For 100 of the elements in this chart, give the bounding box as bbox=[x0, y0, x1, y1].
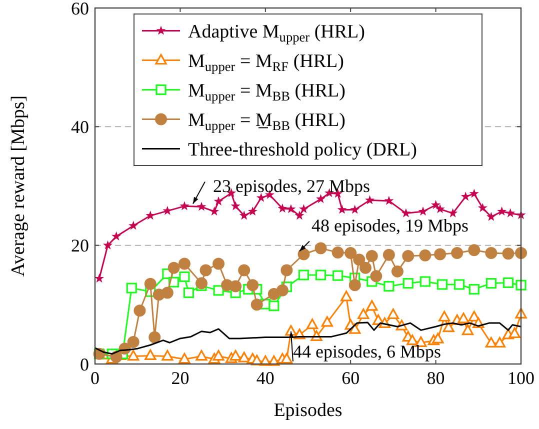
point bbox=[454, 279, 465, 290]
annotation: 23 episodes, 27 Mbps bbox=[212, 176, 370, 196]
point bbox=[344, 247, 357, 260]
point bbox=[348, 279, 361, 292]
point bbox=[278, 204, 288, 213]
point bbox=[448, 208, 458, 218]
point bbox=[451, 247, 464, 260]
point bbox=[332, 246, 344, 258]
point bbox=[268, 300, 280, 312]
point bbox=[306, 318, 318, 330]
point bbox=[515, 247, 527, 260]
point bbox=[298, 204, 308, 214]
legend-label: Three-threshold policy (DRL) bbox=[188, 139, 417, 160]
annotation: 48 episodes, 19 Mbps bbox=[311, 216, 468, 236]
point bbox=[250, 298, 263, 311]
y-tick-label: 60 bbox=[71, 0, 89, 18]
point bbox=[280, 264, 293, 276]
point bbox=[419, 249, 432, 262]
point bbox=[384, 196, 394, 205]
point bbox=[161, 286, 174, 299]
point bbox=[486, 212, 496, 221]
x-tick-label: 20 bbox=[171, 368, 190, 388]
point bbox=[196, 350, 208, 361]
legend-label: Adaptive M$_{upper}$ (HRL) bbox=[188, 21, 365, 44]
point bbox=[418, 206, 428, 216]
point bbox=[402, 278, 414, 289]
point bbox=[144, 349, 156, 360]
point bbox=[110, 350, 122, 363]
point bbox=[238, 352, 250, 362]
point bbox=[126, 282, 137, 294]
point bbox=[431, 200, 441, 210]
point bbox=[340, 290, 352, 302]
point bbox=[438, 310, 450, 322]
point bbox=[134, 304, 146, 317]
y-tick-label: 0 bbox=[80, 354, 89, 374]
y-axis-title: Average reward [Mbps] bbox=[8, 95, 29, 277]
point bbox=[391, 265, 404, 278]
x-tick-label: 100 bbox=[508, 368, 534, 388]
point bbox=[486, 278, 496, 289]
point bbox=[162, 350, 174, 361]
point bbox=[401, 208, 411, 218]
point bbox=[213, 285, 224, 296]
point bbox=[230, 280, 242, 292]
point bbox=[239, 210, 249, 220]
point bbox=[478, 202, 488, 212]
point bbox=[494, 336, 506, 348]
point bbox=[315, 270, 326, 280]
point bbox=[366, 300, 378, 311]
point bbox=[148, 331, 161, 344]
point bbox=[350, 204, 360, 214]
point bbox=[365, 195, 375, 204]
point bbox=[497, 206, 507, 216]
point bbox=[230, 201, 240, 210]
point bbox=[366, 250, 378, 262]
point bbox=[144, 278, 156, 290]
point bbox=[516, 280, 526, 290]
point bbox=[462, 324, 474, 336]
point bbox=[248, 206, 258, 216]
x-axis-title: Episodes bbox=[274, 400, 342, 421]
point bbox=[200, 264, 212, 276]
legend-label: M$_{upper}$ = M$_{BB}$ (HRL) bbox=[188, 80, 346, 104]
point bbox=[321, 316, 333, 327]
point bbox=[515, 308, 527, 318]
point bbox=[384, 280, 394, 292]
point bbox=[314, 242, 327, 254]
point bbox=[360, 262, 372, 274]
legend-label: M$_{upper}$ = M̲$_{BB}$ (HRL) bbox=[188, 110, 346, 133]
point bbox=[214, 196, 224, 206]
x-tick-label: 40 bbox=[256, 368, 274, 388]
point bbox=[502, 277, 514, 288]
point bbox=[502, 248, 514, 260]
point bbox=[238, 264, 250, 276]
point bbox=[180, 201, 190, 210]
point bbox=[349, 323, 361, 334]
point bbox=[103, 240, 113, 250]
point bbox=[146, 210, 156, 220]
point bbox=[179, 271, 190, 282]
point bbox=[230, 350, 242, 361]
point bbox=[183, 288, 194, 298]
x-tick-label: 80 bbox=[426, 368, 445, 388]
point bbox=[485, 336, 497, 348]
point bbox=[294, 210, 304, 220]
point bbox=[458, 312, 470, 324]
point bbox=[382, 248, 395, 261]
point bbox=[358, 308, 370, 320]
x-tick-label: 60 bbox=[342, 368, 360, 388]
point bbox=[337, 204, 347, 214]
point bbox=[178, 258, 190, 270]
point bbox=[442, 322, 454, 332]
point bbox=[406, 334, 418, 346]
point bbox=[402, 250, 414, 262]
point bbox=[432, 332, 444, 344]
point bbox=[127, 336, 140, 348]
point bbox=[276, 284, 288, 296]
point bbox=[316, 194, 326, 204]
point bbox=[112, 231, 122, 240]
legend-label: M$_{upper}$ = M$_{RF}$ (HRL) bbox=[188, 50, 344, 74]
point bbox=[246, 279, 259, 292]
point bbox=[196, 277, 208, 290]
y-tick-label: 20 bbox=[71, 236, 89, 256]
